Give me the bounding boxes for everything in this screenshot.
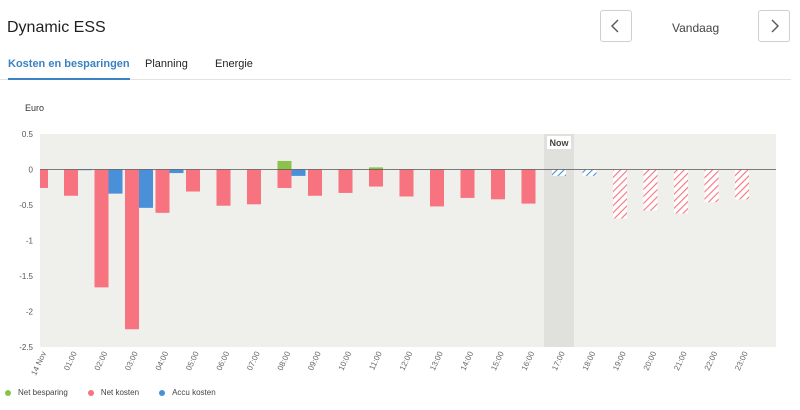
legend-dot-accu-kosten [159, 389, 166, 396]
x-tick-label: 22:00 [703, 350, 720, 372]
bar-net-kosten [460, 169, 475, 198]
tab-planning[interactable]: Planning [145, 58, 188, 70]
x-tick-label: 06:00 [215, 350, 232, 372]
x-tick-label: 09:00 [306, 350, 323, 372]
tab-energie[interactable]: Energie [215, 58, 253, 70]
chevron-left-icon [611, 19, 619, 33]
bar-net-kosten [704, 169, 719, 203]
bar-accu-kosten [552, 169, 566, 176]
cost-chart: Now 0.5 0 -0.5 -1 -1.5 -2 -2.514 Nov 01:00 02:00… [19, 130, 776, 377]
y-tick-label: -1 [26, 237, 34, 246]
legend-accu-kosten[interactable]: Accu kosten [159, 388, 216, 397]
x-tick-label: 01:00 [62, 350, 79, 372]
bar-accu-kosten [169, 169, 184, 174]
bar-net-kosten [491, 169, 505, 200]
y-tick-label: -2 [26, 308, 34, 317]
chevron-right-icon [771, 19, 779, 33]
x-tick-label: 18:00 [581, 350, 598, 372]
bar-accu-kosten [291, 169, 306, 176]
bar-accu-kosten [582, 169, 597, 176]
x-tick-label: 13:00 [428, 350, 445, 372]
x-tick-label: 11:00 [367, 350, 384, 372]
bar-net-kosten [430, 169, 444, 207]
tab-kosten-en-besparingen[interactable]: Kosten en besparingen [8, 58, 130, 80]
legend-net-besparing[interactable]: Net besparing [5, 388, 68, 397]
y-tick-label: 0 [29, 166, 34, 175]
x-tick-label: 07:00 [245, 350, 262, 372]
legend-label: Net besparing [18, 388, 68, 397]
bar-net-kosten [186, 169, 200, 192]
x-tick-label: 14 Nov [29, 350, 48, 377]
bar-net-kosten [94, 169, 109, 288]
bar-net-kosten [247, 169, 261, 205]
x-tick-label: 10:00 [337, 350, 354, 372]
x-tick-label: 21:00 [672, 350, 689, 372]
x-tick-label: 17:00 [550, 350, 567, 372]
bar-net-kosten [674, 169, 688, 214]
next-day-button[interactable] [758, 10, 790, 42]
x-tick-label: 16:00 [520, 350, 537, 372]
legend-dot-net-kosten [87, 389, 94, 396]
y-tick-label: -1.5 [19, 272, 33, 281]
x-tick-label: 08:00 [276, 350, 293, 372]
bar-net-kosten [40, 169, 48, 188]
now-label-box [547, 136, 571, 149]
bar-net-kosten [613, 169, 627, 219]
bar-net-kosten [643, 169, 658, 211]
y-tick-label: -0.5 [19, 201, 33, 210]
bar-net-kosten [216, 169, 231, 206]
legend-dot-net-besparing [5, 389, 11, 396]
chart-legend: Net besparing Net kosten Accu kosten [5, 388, 236, 397]
page-title: Dynamic ESS [7, 19, 106, 36]
bar-net-kosten [125, 169, 139, 330]
x-tick-label: 12:00 [398, 350, 415, 372]
date-label: Vandaag [672, 21, 720, 35]
legend-net-kosten[interactable]: Net kosten [87, 388, 140, 397]
y-tick-label: -2.5 [19, 343, 33, 352]
bar-net-besparing [369, 167, 383, 170]
x-tick-label: 14:00 [459, 350, 476, 372]
legend-label: Accu kosten [172, 388, 216, 397]
bar-net-kosten [369, 169, 383, 187]
now-label: Now [550, 138, 570, 148]
tab-bar: Kosten en besparingen Planning Energie [0, 54, 791, 80]
bar-net-besparing [277, 160, 292, 170]
x-tick-label: 05:00 [184, 350, 201, 372]
legend-label: Net kosten [100, 388, 140, 397]
x-tick-label: 20:00 [642, 350, 659, 372]
bar-net-kosten [338, 169, 353, 193]
bar-net-kosten [735, 169, 749, 200]
prev-day-button[interactable] [600, 10, 632, 42]
bar-accu-kosten [139, 169, 153, 208]
bar-net-kosten [155, 169, 170, 213]
bar-net-kosten [308, 169, 322, 196]
bar-net-kosten [399, 169, 414, 197]
x-tick-label: 23:00 [733, 350, 750, 372]
now-band [544, 134, 574, 347]
x-tick-label: 19:00 [611, 350, 628, 372]
bar-net-kosten [64, 169, 78, 196]
plot-area [40, 134, 776, 347]
x-tick-label: 04:00 [154, 350, 171, 372]
y-axis-unit-label: Euro [25, 103, 45, 113]
bar-net-kosten [521, 169, 536, 204]
bar-accu-kosten [108, 169, 123, 194]
x-tick-label: 15:00 [489, 350, 506, 372]
bar-net-kosten [277, 169, 292, 188]
x-tick-label: 02:00 [93, 350, 110, 372]
y-tick-label: 0.5 [22, 130, 34, 139]
x-tick-label: 03:00 [123, 350, 140, 372]
